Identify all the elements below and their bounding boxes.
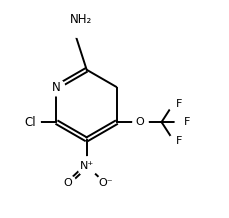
Text: O⁻: O⁻ bbox=[98, 178, 112, 188]
Text: N: N bbox=[52, 81, 60, 94]
Text: NH₂: NH₂ bbox=[70, 13, 92, 26]
Text: O: O bbox=[135, 117, 144, 127]
Text: O: O bbox=[63, 178, 72, 188]
Text: F: F bbox=[183, 117, 189, 127]
Text: F: F bbox=[175, 136, 182, 146]
Text: F: F bbox=[175, 99, 182, 109]
Text: Cl: Cl bbox=[24, 116, 36, 129]
Text: N⁺: N⁺ bbox=[79, 161, 93, 171]
